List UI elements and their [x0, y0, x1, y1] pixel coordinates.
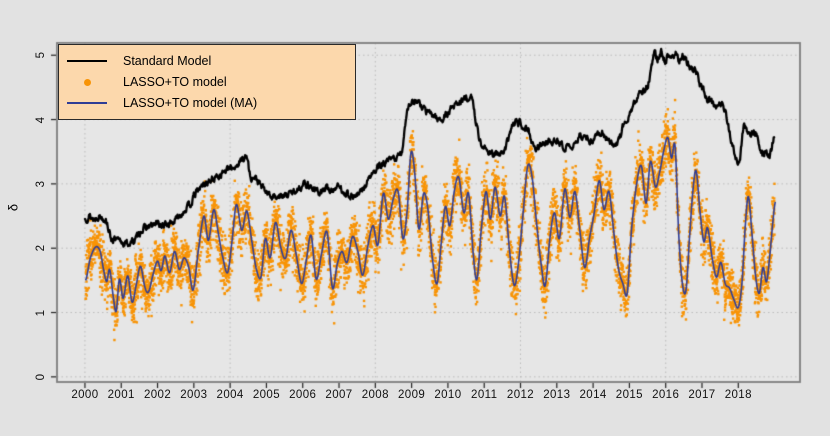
legend-label: LASSO+TO model (MA) — [123, 96, 258, 110]
legend-item-lasso-to-model: LASSO+TO model — [59, 72, 355, 93]
legend-dot-sample-orange — [83, 78, 91, 86]
legend-sample-cell — [59, 59, 115, 63]
legend-item-standard-model: Standard Model — [59, 51, 355, 72]
legend-line-sample-blue — [67, 102, 107, 104]
legend-line-sample-black — [67, 59, 107, 63]
legend-label: Standard Model — [123, 54, 212, 68]
legend-sample-cell — [59, 78, 115, 86]
legend-item-lasso-to-model-ma: LASSO+TO model (MA) — [59, 93, 355, 114]
legend-sample-cell — [59, 102, 115, 104]
legend: Standard Model LASSO+TO model LASSO+TO m… — [58, 44, 356, 120]
legend-label: LASSO+TO model — [123, 75, 227, 89]
